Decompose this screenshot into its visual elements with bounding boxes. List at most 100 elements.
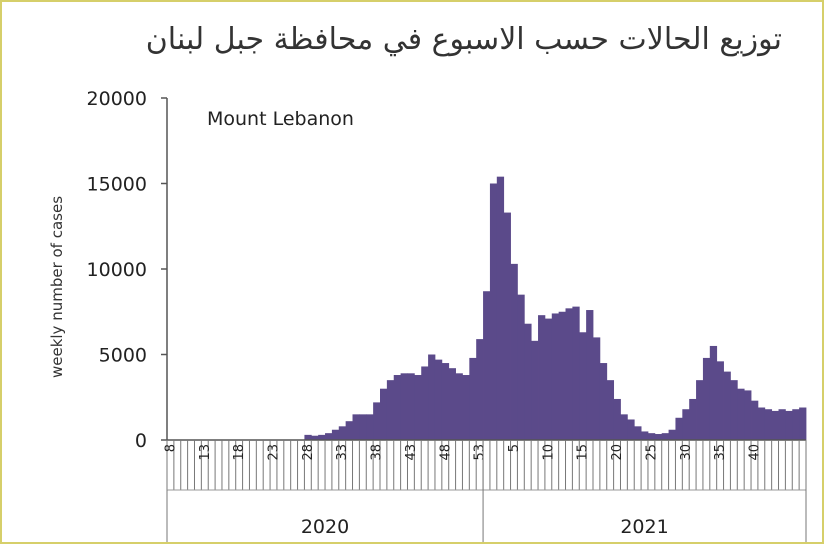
bar-2020-W43 [407, 373, 415, 440]
bar-2020-W28 [304, 434, 312, 440]
chart-title: توزيع الحالات حسب الاسبوع في محافظة جبل … [145, 22, 782, 57]
bar-2020-W44 [414, 375, 422, 440]
bar-2020-W49 [448, 368, 456, 440]
bar-2020-W41 [393, 375, 402, 440]
bar-2021-W22 [627, 419, 635, 440]
bar-2020-W45 [421, 366, 429, 440]
bar-2021-W24 [641, 431, 649, 440]
bar-2021-W14 [572, 306, 580, 440]
bar-2021-W06 [517, 294, 525, 440]
x-tick-label: 10 [541, 444, 556, 461]
year-label-2021: 2021 [620, 516, 668, 538]
bar-2021-W32 [696, 380, 704, 440]
bar-2020-W50 [455, 373, 463, 440]
bar-2021-W42 [764, 409, 773, 440]
bar-2020-W40 [386, 380, 395, 440]
bar-2021-W37 [730, 380, 738, 440]
bar-2021-W16 [586, 310, 594, 440]
bar-2020-W33 [338, 426, 347, 440]
bar-2021-W38 [737, 388, 745, 440]
y-tick-label: 0 [135, 430, 147, 452]
bar-2021-W34 [709, 345, 718, 440]
chart-subtitle: Mount Lebanon [207, 108, 354, 130]
bar-2021-W39 [744, 390, 752, 440]
bar-2021-W41 [757, 407, 766, 440]
bar-undefined [799, 407, 807, 440]
bar-2020-W35 [352, 414, 360, 440]
bar-2021-W23 [634, 426, 642, 440]
x-tick-label: 5 [507, 444, 522, 452]
bar-2021-W43 [771, 410, 779, 440]
bar-2020-W32 [331, 429, 340, 440]
bar-2020-W31 [325, 433, 333, 440]
y-tick-label: 10000 [87, 259, 147, 281]
bar-2020-W47 [434, 359, 443, 440]
bar-2021-W10 [544, 318, 553, 440]
x-tick-label: 40 [747, 444, 762, 461]
bar-2021-W21 [620, 414, 628, 440]
x-tick-label: 38 [370, 444, 385, 461]
bar-2020-W39 [380, 388, 388, 440]
bar-2021-W33 [702, 357, 711, 440]
bar-2020-W34 [345, 421, 353, 440]
bar-2020-W48 [441, 363, 450, 440]
bar-2021-W03 [496, 176, 505, 440]
x-tick-label: 53 [473, 444, 488, 461]
x-tick-label: 30 [679, 444, 694, 461]
y-axis-label: weekly number of cases [48, 196, 66, 378]
bar-2020-W29 [311, 435, 319, 440]
bar-2021-W13 [565, 308, 573, 440]
bar-2021-W31 [689, 398, 697, 440]
bar-2021-W09 [538, 315, 546, 440]
bar-2020-W37 [366, 414, 374, 440]
x-tick-label: 35 [713, 444, 728, 461]
year-label-2020: 2020 [301, 516, 349, 538]
bar-2020-W36 [359, 414, 367, 440]
bar-2021-W40 [751, 400, 759, 440]
bar-2021-W07 [524, 323, 532, 440]
bar-2021-W15 [579, 332, 587, 440]
bar-2021-W28 [668, 429, 676, 440]
x-tick-label: 33 [335, 444, 350, 461]
bar-undefined [792, 409, 800, 440]
bar-2021-W04 [503, 212, 511, 440]
y-tick-label: 5000 [99, 345, 147, 367]
bar-2021-W17 [593, 337, 601, 440]
bar-2021-W25 [647, 433, 656, 440]
bar-2020-W38 [373, 402, 381, 440]
bar-2020-W42 [400, 373, 408, 440]
bar-undefined [785, 410, 793, 440]
bar-2021-W01 [483, 291, 491, 440]
x-tick-label: 43 [404, 444, 419, 461]
bar-2020-W52 [469, 357, 477, 440]
y-tick-label: 20000 [87, 88, 147, 110]
bar-2020-W53 [476, 339, 484, 440]
bar-2021-W36 [723, 371, 731, 440]
y-tick-label: 15000 [87, 174, 147, 196]
bar-2020-W51 [462, 375, 470, 440]
x-tick-label: 48 [438, 444, 453, 461]
bar-2021-W08 [531, 340, 539, 440]
x-tick-label: 15 [576, 444, 591, 461]
bar-2021-W27 [661, 433, 669, 440]
bar-2021-W29 [675, 417, 683, 440]
x-tick-label: 20 [610, 444, 625, 461]
bar-2021-W18 [599, 363, 608, 440]
bar-2021-W11 [551, 313, 560, 440]
x-tick-label: 18 [232, 444, 247, 461]
bar-2020-W30 [318, 434, 326, 440]
x-tick-label: 8 [163, 444, 178, 452]
bar-2021-W02 [489, 183, 498, 440]
bar-2021-W26 [654, 434, 663, 440]
x-tick-label: 23 [267, 444, 282, 461]
x-tick-label: 13 [198, 444, 213, 461]
bar-2021-W20 [613, 398, 621, 440]
x-tick-label: 28 [301, 444, 316, 461]
bar-2021-W05 [510, 263, 518, 440]
bar-2021-W12 [558, 311, 566, 440]
bar-2021-W30 [682, 409, 690, 440]
bar-2020-W46 [428, 354, 436, 440]
bar-2021-W44 [778, 409, 786, 440]
